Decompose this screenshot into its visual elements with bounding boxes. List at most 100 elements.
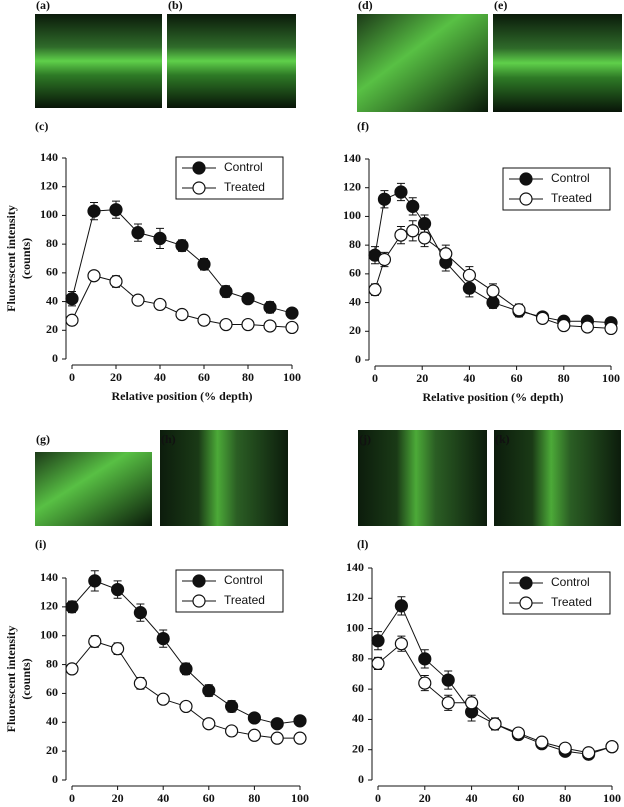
data-point xyxy=(557,318,571,333)
y-tick-label: 60 xyxy=(349,266,361,280)
data-point xyxy=(465,696,479,710)
y-tick-label: 60 xyxy=(46,265,58,279)
x-tick-label: 80 xyxy=(248,791,260,805)
micrograph xyxy=(357,14,488,112)
y-tick-label: 60 xyxy=(352,681,364,695)
series-line xyxy=(377,604,613,755)
micrograph xyxy=(35,452,152,526)
series-line xyxy=(377,642,613,754)
legend-label: Treated xyxy=(551,191,592,205)
panel-label: (l) xyxy=(357,537,368,551)
micrograph xyxy=(35,14,162,108)
series-line xyxy=(71,209,293,314)
data-point xyxy=(197,257,211,271)
data-point xyxy=(580,320,595,334)
y-tick-label: 0 xyxy=(52,351,58,365)
x-tick-label: 80 xyxy=(242,370,254,384)
x-tick-label: 100 xyxy=(602,371,620,385)
y-tick-label: 80 xyxy=(46,236,58,250)
y-axis-label: Fluorescent intensity xyxy=(4,626,18,733)
x-tick-label: 20 xyxy=(419,791,431,805)
data-point xyxy=(371,656,385,671)
x-tick-label: 100 xyxy=(603,791,621,805)
y-tick-label: 20 xyxy=(46,322,58,336)
data-point xyxy=(175,307,189,322)
data-point xyxy=(153,231,167,245)
data-point xyxy=(368,283,382,297)
legend-marker xyxy=(192,574,206,588)
y-tick-label: 0 xyxy=(355,352,361,366)
data-point xyxy=(247,728,261,742)
micrograph-panels: (a) (b) (d) (e) (g) (h) (j) (k) xyxy=(35,0,622,526)
data-point xyxy=(377,192,392,206)
data-point xyxy=(418,676,432,690)
legend-label: Treated xyxy=(224,593,265,607)
data-point xyxy=(225,724,239,738)
y-tick-label: 120 xyxy=(40,599,58,613)
legend-marker xyxy=(519,172,533,186)
panel-label: (f) xyxy=(357,119,369,133)
data-point xyxy=(488,717,502,731)
data-point xyxy=(263,300,277,314)
y-tick-label: 100 xyxy=(346,620,364,634)
legend-label: Control xyxy=(224,573,263,587)
data-point xyxy=(371,634,385,648)
y-tick-label: 80 xyxy=(349,237,361,251)
data-point xyxy=(462,268,476,282)
x-tick-label: 80 xyxy=(559,791,571,805)
panel-label: (e) xyxy=(494,0,507,12)
legend-marker xyxy=(519,576,533,590)
data-point xyxy=(377,252,392,267)
data-point xyxy=(65,313,79,327)
data-point xyxy=(285,320,299,335)
y-tick-label: 100 xyxy=(40,627,58,641)
data-point xyxy=(87,269,101,283)
y-axis-label: (counts) xyxy=(19,238,33,279)
x-tick-label: 40 xyxy=(463,371,475,385)
y-tick-label: 40 xyxy=(46,714,58,728)
x-tick-label: 20 xyxy=(110,370,122,384)
x-tick-label: 20 xyxy=(416,371,428,385)
y-axis-label: (counts) xyxy=(19,658,33,699)
data-point xyxy=(441,696,455,710)
data-point xyxy=(179,662,193,676)
x-tick-label: 20 xyxy=(112,791,124,805)
y-tick-label: 20 xyxy=(349,323,361,337)
y-tick-label: 40 xyxy=(46,293,58,307)
data-point xyxy=(65,600,79,614)
data-point xyxy=(202,683,216,698)
data-point xyxy=(110,642,125,656)
data-point xyxy=(512,303,526,317)
data-point xyxy=(418,652,432,666)
data-point xyxy=(241,317,255,332)
data-point xyxy=(219,317,233,332)
y-tick-label: 20 xyxy=(352,741,364,755)
micrograph xyxy=(160,430,288,526)
x-tick-label: 0 xyxy=(69,791,75,805)
y-tick-label: 20 xyxy=(46,743,58,757)
y-axis-label: Fluorescent intensity xyxy=(4,205,18,312)
legend-marker xyxy=(519,192,533,206)
data-point xyxy=(87,204,101,218)
data-point xyxy=(225,699,239,714)
data-point xyxy=(406,199,420,213)
data-point xyxy=(462,281,476,295)
y-tick-label: 120 xyxy=(346,590,364,604)
data-point xyxy=(535,735,549,749)
y-tick-label: 80 xyxy=(46,656,58,670)
data-point xyxy=(156,631,170,646)
data-point xyxy=(110,582,125,597)
data-point xyxy=(394,637,408,651)
data-point xyxy=(511,726,526,740)
data-point xyxy=(65,662,79,676)
data-point xyxy=(605,740,619,754)
data-point xyxy=(156,692,170,706)
legend-label: Treated xyxy=(224,180,265,194)
data-point xyxy=(394,599,408,613)
panel-label: (g) xyxy=(36,432,50,446)
data-point xyxy=(604,321,618,336)
data-point xyxy=(394,228,408,242)
legend-label: Control xyxy=(551,575,590,589)
micrograph xyxy=(167,14,296,108)
legend-marker xyxy=(192,161,206,175)
